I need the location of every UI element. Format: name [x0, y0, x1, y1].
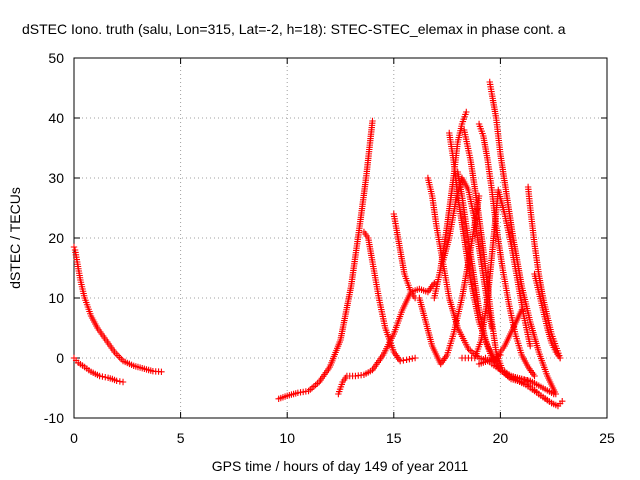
- data-point: [396, 357, 404, 365]
- x-tick-label: 15: [386, 430, 402, 446]
- data-point: [475, 192, 483, 200]
- series-arc-b: [70, 354, 127, 386]
- data-point-interp: [102, 374, 109, 381]
- data-point-interp: [400, 357, 407, 364]
- y-tick-labels: -10 0 10 20 30 40 50: [44, 50, 64, 426]
- chart-title: dSTEC Iono. truth (salu, Lon=315, Lat=-2…: [22, 21, 566, 37]
- plot-frame: [73, 57, 608, 419]
- y-tick-label: 0: [56, 350, 64, 366]
- x-tick-labels: 0 5 10 15 20 25: [70, 430, 615, 446]
- data-point: [96, 372, 103, 380]
- x-tick-label: 5: [177, 430, 185, 446]
- data-point: [556, 354, 564, 362]
- series-arc-a: [70, 243, 165, 375]
- data-point-interp: [409, 355, 416, 362]
- series-arc-t: [531, 270, 564, 362]
- y-tick-label: 30: [48, 170, 64, 186]
- data-layer: [70, 78, 566, 410]
- data-point: [431, 279, 438, 287]
- y-tick-label: 40: [48, 110, 64, 126]
- x-tick-label: 10: [279, 430, 295, 446]
- data-point: [527, 342, 534, 350]
- x-axis-title: GPS time / hours of day 149 of year 2011: [212, 458, 469, 474]
- series-arc-u: [522, 378, 566, 410]
- series-arc-f: [390, 210, 419, 302]
- data-point: [559, 398, 566, 405]
- data-point: [403, 356, 410, 363]
- data-point-interp: [99, 373, 106, 380]
- series-arc-p: [486, 78, 560, 398]
- x-tick-label: 20: [493, 430, 509, 446]
- x-tick-label: 0: [70, 430, 78, 446]
- x-tick-label: 25: [599, 430, 615, 446]
- data-point: [463, 108, 470, 116]
- data-point: [70, 243, 78, 251]
- y-tick-label: -10: [44, 410, 64, 426]
- data-point-interp: [116, 378, 124, 385]
- data-point: [531, 372, 538, 380]
- y-tick-label: 10: [48, 290, 64, 306]
- data-point: [158, 368, 165, 375]
- series-arc-d: [335, 279, 438, 398]
- y-axis-title: dSTEC / TECUs: [7, 187, 23, 289]
- data-point: [411, 354, 419, 362]
- series-arc-e: [360, 228, 419, 365]
- data-point: [518, 306, 525, 314]
- data-point: [113, 377, 120, 384]
- data-point: [552, 390, 560, 398]
- data-point: [119, 378, 127, 386]
- data-point-interp: [406, 356, 413, 363]
- series-arc-m: [460, 126, 557, 398]
- y-tick-label: 50: [48, 50, 64, 66]
- data-point: [369, 117, 376, 125]
- series-arc-c: [275, 117, 376, 402]
- y-tick-label: 20: [48, 230, 64, 246]
